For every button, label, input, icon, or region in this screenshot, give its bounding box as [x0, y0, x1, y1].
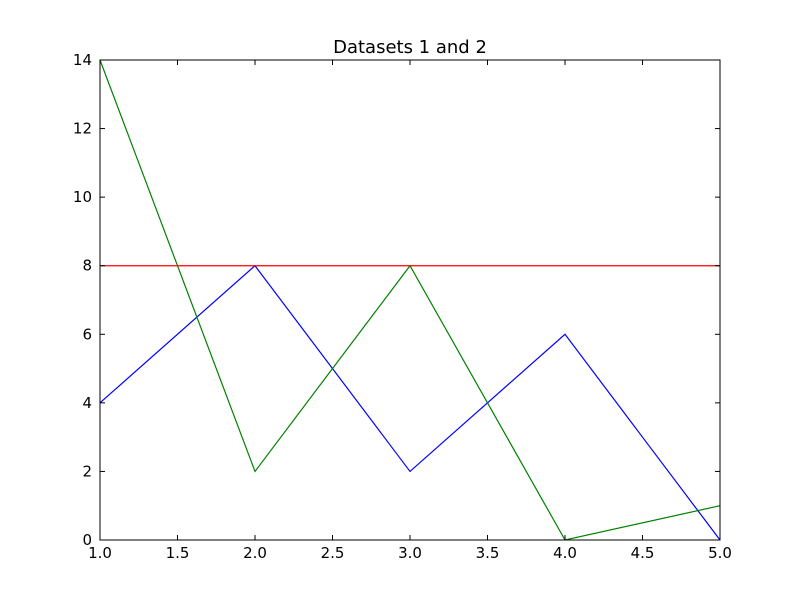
x-tick-label: 3.0: [398, 544, 422, 562]
y-tick-label: 6: [82, 325, 92, 343]
series-line-1: [99, 264, 721, 541]
y-tick-label: 12: [73, 120, 92, 138]
y-tick-label: 2: [82, 462, 92, 480]
series-line-2: [99, 59, 721, 541]
x-tick-label: 5.0: [708, 544, 732, 562]
series-layer: [99, 59, 721, 541]
y-tick-label: 8: [82, 257, 92, 275]
x-tick-label: 2.5: [321, 544, 345, 562]
y-tick-label: 14: [73, 51, 92, 69]
chart-title: Datasets 1 and 2: [333, 37, 487, 58]
y-tick-label: 0: [82, 531, 92, 549]
y-tick-label: 4: [82, 394, 92, 412]
x-tick-label: 1.5: [166, 544, 190, 562]
y-tick-label: 10: [73, 188, 92, 206]
x-tick-label: 2.0: [243, 544, 267, 562]
x-tick-label: 3.5: [476, 544, 500, 562]
ticks-layer: 1.0 1.5 2.0 2.5 3.0 3.5 4.0 4.5 5.0 0 2 4 6 8 10 12 14: [73, 51, 732, 562]
x-tick-label: 4.5: [631, 544, 655, 562]
plot-frame: [99, 59, 721, 541]
x-tick-label: 1.0: [88, 544, 112, 562]
x-tick-label: 4.0: [553, 544, 577, 562]
